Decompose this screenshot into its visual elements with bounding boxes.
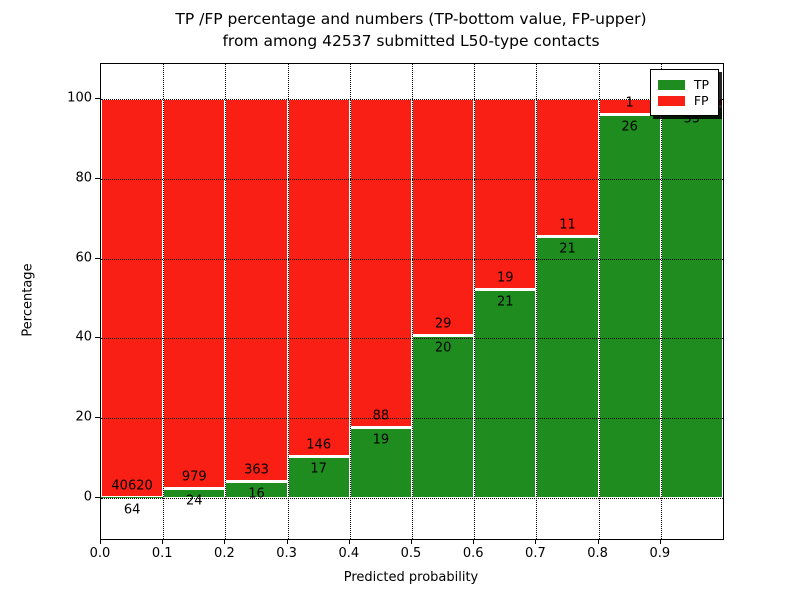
y-gridline-0 (101, 498, 723, 499)
fp-count-label: 979 (181, 469, 207, 485)
tp-count-label: 19 (372, 432, 390, 448)
tp-count-label: 20 (434, 340, 452, 356)
tp-count-label: 21 (559, 241, 576, 257)
x-gridline-0.8 (598, 64, 600, 539)
x-axis-label: Predicted probability (343, 570, 479, 585)
y-tick-label-40: 40 (75, 329, 92, 345)
y-tick-label-20: 20 (75, 409, 92, 425)
y-tick-label-80: 80 (75, 170, 92, 186)
tp-count-label: 21 (497, 294, 514, 310)
x-tick-mark-0.0 (100, 539, 101, 544)
x-tick-mark-0.3 (286, 539, 288, 544)
x-gridline-0.2 (225, 64, 227, 539)
x-tick-label-0.9: 0.9 (649, 546, 671, 561)
x-gridline-0.4 (349, 64, 351, 539)
x-tick-label-0.7: 0.7 (525, 546, 546, 561)
x-tick-mark-0.9 (659, 539, 661, 544)
x-gridline-0.7 (536, 64, 538, 539)
x-tick-label-0.3: 0.3 (276, 546, 297, 561)
bar-fp-segment-0.6-0.7 (474, 99, 537, 289)
x-tick-mark-0.5 (411, 539, 412, 544)
bar-tp-segment-0.6-0.7 (474, 288, 537, 498)
x-tick-mark-0.6 (473, 539, 475, 544)
x-tick-label-0.6: 0.6 (462, 546, 484, 561)
bar-tp-segment-0.7-0.8 (536, 236, 599, 498)
bar-tp-segment-0.9-1.0 (660, 106, 723, 498)
y-axis-label: Percentage (20, 263, 36, 337)
legend-item-tp: TP (657, 77, 709, 92)
tp-count-label: 26 (621, 119, 638, 135)
x-gridline-0.5 (412, 64, 413, 539)
tp-count-label: 16 (248, 486, 265, 502)
x-tick-mark-0.7 (535, 539, 537, 544)
bar-fp-segment-0.4-0.5 (349, 99, 412, 428)
x-tick-label-0.8: 0.8 (587, 546, 608, 561)
tp-count-label: 24 (186, 493, 203, 509)
y-gridline-40 (101, 338, 723, 340)
fp-count-label: 363 (244, 462, 269, 478)
y-tick-mark-20 (95, 417, 100, 419)
x-tick-label-0.4: 0.4 (338, 546, 360, 561)
tp-legend-label: TP (693, 77, 709, 92)
bar-fp-segment-0.7-0.8 (536, 99, 599, 237)
bar-tp-segment-0.5-0.6 (412, 335, 475, 498)
bar-fp-segment-0.2-0.3 (225, 99, 288, 482)
x-tick-mark-0.2 (224, 539, 226, 544)
fp-count-label: 1 (625, 95, 634, 111)
x-tick-label-0.1: 0.1 (151, 546, 173, 561)
y-tick-mark-40 (95, 337, 100, 339)
fp-count-label: 29 (434, 316, 452, 332)
y-tick-label-100: 100 (67, 90, 92, 106)
x-gridline-0.9 (660, 64, 662, 539)
x-tick-label-0.2: 0.2 (214, 546, 235, 561)
y-tick-mark-80 (95, 177, 100, 179)
fp-count-label: 11 (559, 217, 576, 233)
bar-fp-segment-0.0-0.1 (101, 99, 164, 498)
x-gridline-0.1 (163, 64, 165, 539)
fp-legend-swatch (657, 95, 685, 106)
bar-fp-segment-0.3-0.4 (287, 99, 350, 457)
bar-tp-segment-0.0-0.1 (101, 497, 164, 499)
bar-fp-segment-0.5-0.6 (412, 99, 475, 336)
x-gridline-0.3 (287, 64, 289, 539)
chart-title: TP /FP percentage and numbers (TP-bottom… (100, 8, 722, 52)
fp-count-label: 88 (372, 408, 390, 424)
chart-title-line1: TP /FP percentage and numbers (TP-bottom… (175, 10, 647, 28)
legend: TP FP (649, 69, 719, 116)
bar-tp-segment-0.3-0.4 (287, 456, 350, 498)
x-gridline-0.6 (474, 64, 476, 539)
tp-count-label: 64 (123, 502, 141, 518)
bar-fp-segment-0.1-0.2 (163, 99, 226, 489)
y-tick-label-0: 0 (83, 489, 92, 505)
x-tick-mark-0.1 (162, 539, 164, 544)
fp-count-label: 19 (497, 270, 514, 286)
x-tick-mark-0.4 (348, 539, 350, 544)
y-gridline-20 (101, 418, 723, 420)
tp-count-label: 17 (310, 461, 327, 477)
chart-title-line2: from among 42537 submitted L50-type cont… (222, 32, 600, 50)
fp-count-label: 146 (306, 437, 332, 453)
legend-item-fp: FP (657, 93, 709, 108)
y-gridline-100 (101, 99, 723, 100)
x-tick-label-0.0: 0.0 (89, 546, 111, 561)
fp-legend-label: FP (693, 93, 709, 108)
y-tick-mark-60 (95, 257, 100, 259)
x-tick-mark-0.8 (597, 539, 599, 544)
y-gridline-80 (101, 178, 723, 180)
y-tick-mark-0 (95, 497, 100, 498)
bar-tp-segment-0.8-0.9 (598, 113, 661, 498)
plot-area: TP FP 40620 64 979 24 363 16 146 17 88 19 29 20 19 21… (100, 63, 724, 540)
tp-legend-swatch (657, 79, 685, 90)
y-gridline-60 (101, 258, 723, 260)
x-tick-label-0.5: 0.5 (400, 546, 422, 561)
fp-count-label: 40620 (111, 478, 153, 494)
y-tick-mark-100 (95, 98, 100, 99)
y-tick-label-60: 60 (75, 250, 92, 266)
